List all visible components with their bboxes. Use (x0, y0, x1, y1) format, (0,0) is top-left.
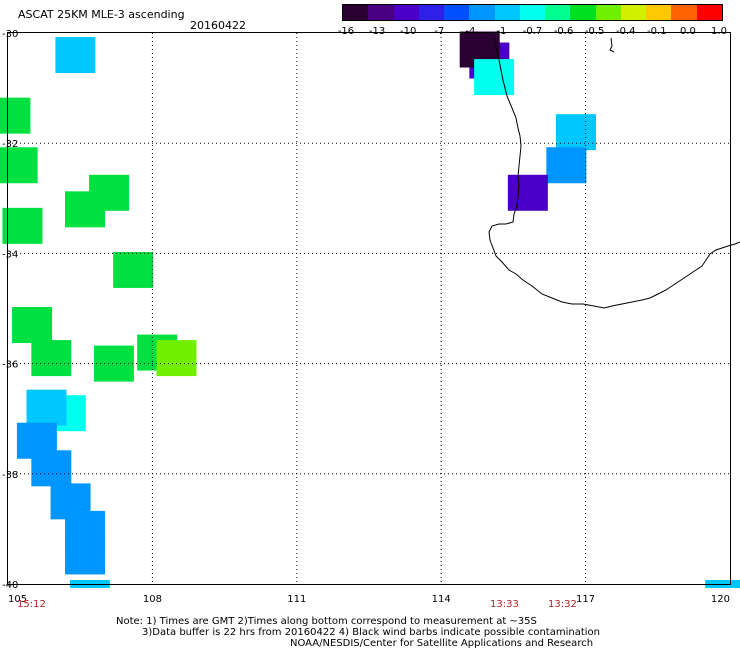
colorbar-tick-label: 1.0 (711, 26, 727, 37)
colorbar-segment (444, 5, 470, 20)
lon-label: 120 (711, 594, 730, 605)
chart-date: 20160422 (190, 19, 246, 32)
lat-label: -30 (2, 29, 18, 40)
colorbar-segment (368, 5, 394, 20)
colorbar-segment (469, 5, 495, 20)
wind-cell (507, 174, 548, 211)
wind-cell (555, 114, 596, 151)
lon-label: 117 (576, 594, 595, 605)
wind-cell (55, 37, 96, 74)
lat-label: -32 (2, 139, 18, 150)
wind-cell (12, 307, 53, 344)
wind-cell (0, 97, 31, 134)
colorbar-tick-label: -0.6 (553, 26, 574, 37)
time-label-mid: 13:33 (490, 599, 519, 610)
note-line-1: Note: 1) Times are GMT 2)Times along bot… (116, 616, 537, 627)
wind-cell (546, 147, 587, 184)
wind-cell (26, 389, 67, 426)
plot-frame (7, 32, 731, 585)
colorbar-segment (343, 5, 369, 20)
chart-title: ASCAT 25KM MLE-3 ascending (18, 8, 185, 21)
australia-coastline (488, 37, 740, 309)
lon-label: 108 (143, 594, 162, 605)
wind-cell (156, 340, 197, 377)
colorbar-segment (393, 5, 419, 20)
island-outline (609, 37, 615, 53)
time-label-right: 13:32 (548, 599, 577, 610)
lat-label: -38 (2, 470, 18, 481)
colorbar-tick-label: -4 (465, 26, 476, 37)
colorbar-tick-label: -7 (434, 26, 445, 37)
colorbar-tick-label: 0.0 (679, 26, 696, 37)
colorbar-segment (620, 5, 647, 20)
wind-cell (474, 59, 515, 96)
wind-cell (31, 340, 72, 377)
wind-cells (0, 31, 740, 588)
wind-cell (93, 345, 134, 382)
grid-lines (8, 33, 730, 584)
note-line-2: 3)Data buffer is 22 hrs from 20160422 4)… (142, 627, 600, 638)
colorbar-tick-label: -16 (337, 26, 355, 37)
colorbar-segment (570, 5, 596, 20)
note-line-3: NOAA/NESDIS/Center for Satellite Applica… (290, 638, 594, 649)
colorbar-tick-label: -1 (496, 26, 507, 37)
axis-labels: -30 -32 -34 -36 -38 -40 105 108 111 114 117 120 (2, 29, 730, 605)
lon-label: 111 (287, 594, 306, 605)
colorbar-segment (519, 5, 546, 20)
colorbar-segment (545, 5, 571, 20)
colorbar-segment (646, 5, 672, 20)
colorbar-tick-label: -0.1 (647, 26, 667, 37)
colorbar-tick-label: -0.7 (522, 26, 543, 37)
lon-label: 105 (8, 594, 27, 605)
wind-cell (2, 207, 43, 244)
colorbar-segment (595, 5, 621, 20)
colorbar-segment (418, 5, 445, 20)
colorbar-segment (696, 5, 722, 20)
wind-cell (113, 251, 154, 288)
colorbar-segment (671, 5, 697, 20)
colorbar (342, 4, 723, 21)
colorbar-tick-label: -10 (399, 26, 417, 37)
colorbar-segment (494, 5, 520, 20)
lat-label: -40 (2, 580, 18, 591)
wind-cell (89, 174, 130, 211)
colorbar-tick-label: -13 (368, 26, 386, 37)
lon-label: 114 (432, 594, 451, 605)
wind-cell (65, 538, 106, 575)
lat-label: -36 (2, 360, 18, 371)
colorbar-tick-label: -0.4 (615, 26, 636, 37)
wind-cell (31, 450, 72, 487)
lat-label: -34 (2, 249, 18, 260)
colorbar-tick-label: -0.5 (584, 26, 605, 37)
wind-cell (0, 147, 38, 184)
time-label-left: 15:12 (17, 599, 46, 610)
